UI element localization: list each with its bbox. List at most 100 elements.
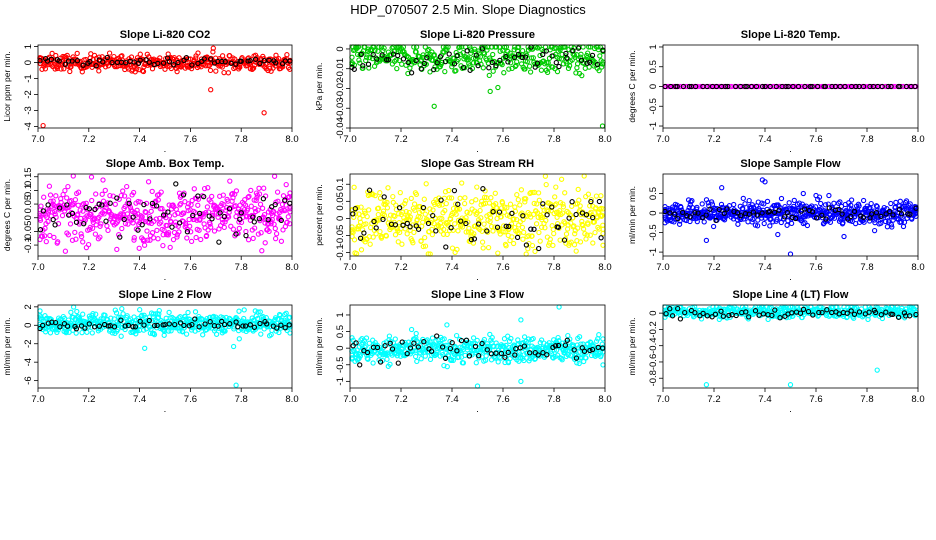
selected-point <box>848 308 854 314</box>
selected-point <box>207 319 213 325</box>
data-point <box>120 188 126 194</box>
data-point <box>556 304 562 310</box>
selected-point <box>480 186 486 192</box>
y-tick-label: 0 <box>335 346 346 351</box>
data-point <box>137 51 143 57</box>
data-point <box>778 219 784 226</box>
selected-point <box>73 219 80 225</box>
data-point <box>250 65 257 71</box>
selected-point <box>364 349 371 356</box>
data-point <box>241 307 247 313</box>
selected-point <box>759 83 766 90</box>
selected-point <box>771 209 778 215</box>
data-point <box>600 362 606 368</box>
data-point <box>248 187 254 194</box>
y-tick-label: 1 <box>23 44 34 49</box>
data-point <box>89 330 95 336</box>
data-point <box>537 238 543 244</box>
data-point <box>156 311 162 317</box>
selected-point <box>421 60 427 67</box>
data-point <box>703 237 710 244</box>
data-point <box>68 309 74 315</box>
data-point <box>462 195 468 201</box>
selected-point <box>598 235 604 241</box>
data-point <box>740 216 747 222</box>
selected-point <box>858 213 864 219</box>
data-point <box>407 216 413 223</box>
data-point <box>853 304 860 311</box>
data-point <box>558 176 565 182</box>
selected-point <box>434 333 440 339</box>
data-point <box>373 231 379 237</box>
selected-point <box>851 208 858 215</box>
data-point <box>520 236 526 242</box>
selected-point <box>192 316 198 322</box>
plot-frame <box>37 304 293 389</box>
data-point <box>357 353 364 359</box>
data-point <box>818 200 824 207</box>
data-point <box>519 224 526 231</box>
data-point <box>59 212 66 219</box>
data-point <box>442 189 449 195</box>
selected-point <box>118 317 124 323</box>
data-point <box>599 64 605 70</box>
data-point <box>166 309 172 316</box>
data-point <box>476 355 482 361</box>
selected-point <box>418 66 424 72</box>
selected-point <box>493 350 499 356</box>
selected-point <box>879 83 885 90</box>
selected-point <box>139 222 145 228</box>
selected-point <box>484 347 490 353</box>
data-point <box>784 222 790 228</box>
selected-point <box>503 223 509 229</box>
selected-point <box>400 56 407 62</box>
selected-point <box>687 214 693 220</box>
data-point <box>583 193 589 200</box>
selected-point <box>536 245 542 252</box>
data-point <box>444 322 450 328</box>
y-tick-label: 0.5 <box>335 325 346 338</box>
x-tick-label: 7.8 <box>235 134 248 145</box>
data-point <box>522 66 528 72</box>
data-point <box>155 236 161 242</box>
selected-point <box>695 210 701 216</box>
data-point <box>787 382 794 388</box>
data-point <box>181 210 187 216</box>
data-point <box>231 326 237 332</box>
data-point <box>349 224 355 230</box>
data-point <box>580 226 587 232</box>
x-tick-label: 7.2 <box>394 262 407 273</box>
y-tick-label: -4 <box>23 358 34 366</box>
y-tick-label: 0.5 <box>648 187 659 200</box>
selected-point <box>273 60 279 66</box>
data-point <box>822 218 829 225</box>
selected-point <box>173 181 179 187</box>
selected-point <box>515 51 522 58</box>
data-point <box>158 189 164 195</box>
selected-point <box>679 209 686 216</box>
data-point <box>256 185 262 191</box>
data-point <box>363 57 369 64</box>
data-point <box>183 331 190 337</box>
data-point <box>568 239 574 245</box>
selected-point <box>784 209 790 216</box>
selected-point <box>819 309 825 316</box>
y-tick-label: -0.2 <box>648 321 659 337</box>
y-tick-label: 0.15 <box>23 167 34 186</box>
data-point <box>185 309 191 316</box>
selected-point <box>99 202 105 208</box>
data-point <box>143 209 149 216</box>
data-point <box>253 197 259 204</box>
data-point <box>241 207 248 213</box>
data-point <box>356 57 362 63</box>
data-point <box>453 67 459 74</box>
y-tick-label: -1 <box>335 377 346 385</box>
data-point <box>155 197 161 203</box>
selected-point <box>52 319 59 326</box>
data-point <box>439 59 445 66</box>
panel-title: Slope Sample Flow <box>740 158 841 170</box>
y-axis-label: ml/min per min. <box>314 317 324 375</box>
data-point <box>222 219 228 225</box>
